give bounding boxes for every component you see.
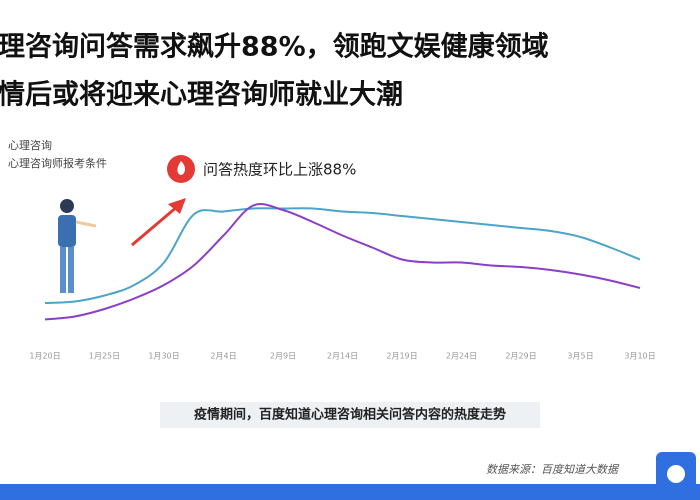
x-tick-label: 2月4日 xyxy=(210,352,236,361)
x-tick-label: 1月20日 xyxy=(29,352,60,361)
title-line: 理咨询问答需求飙升88%，领跑文娱健康领域 xyxy=(0,31,549,63)
arrow xyxy=(131,204,179,247)
x-tick-label: 2月9日 xyxy=(270,352,296,361)
x-tick-label: 2月29日 xyxy=(505,352,536,361)
annotation: 问答热度环比上涨88% xyxy=(203,161,356,179)
footer-bar xyxy=(0,484,700,500)
legend-label: 心理咨询 xyxy=(8,138,52,152)
caption-box xyxy=(160,402,540,428)
flame xyxy=(177,161,185,175)
legend: 心理咨询 心理咨询师报考条件 xyxy=(8,138,107,170)
x-tick-label: 3月5日 xyxy=(567,352,593,361)
x-tick-label: 1月25日 xyxy=(89,352,120,361)
x-tick-label: 2月24日 xyxy=(446,352,477,361)
arrow-head xyxy=(168,198,186,214)
logo-mark xyxy=(667,465,685,483)
source: 数据来源：百度知道大数据 xyxy=(486,463,620,476)
line-series xyxy=(44,207,641,304)
title-line: 情后或将迎来心理咨询师就业大潮 xyxy=(0,80,403,111)
line-series xyxy=(44,203,641,321)
caption: 疫情期间，百度知道心理咨询相关问答内容的热度走势 xyxy=(194,407,506,423)
legend-label: 心理咨询师报考条件 xyxy=(8,156,107,170)
plot: 1月20日 1月25日 1月30日 2月4日 2月9日 2月14日 2月19日 2月24日 2月… xyxy=(29,203,656,361)
x-tick-label: 2月19日 xyxy=(386,352,417,361)
x-tick-label: 3月10日 xyxy=(624,352,655,361)
person xyxy=(58,199,97,293)
x-tick-label: 2月14日 xyxy=(327,352,358,361)
x-tick-label: 1月30日 xyxy=(148,352,179,361)
